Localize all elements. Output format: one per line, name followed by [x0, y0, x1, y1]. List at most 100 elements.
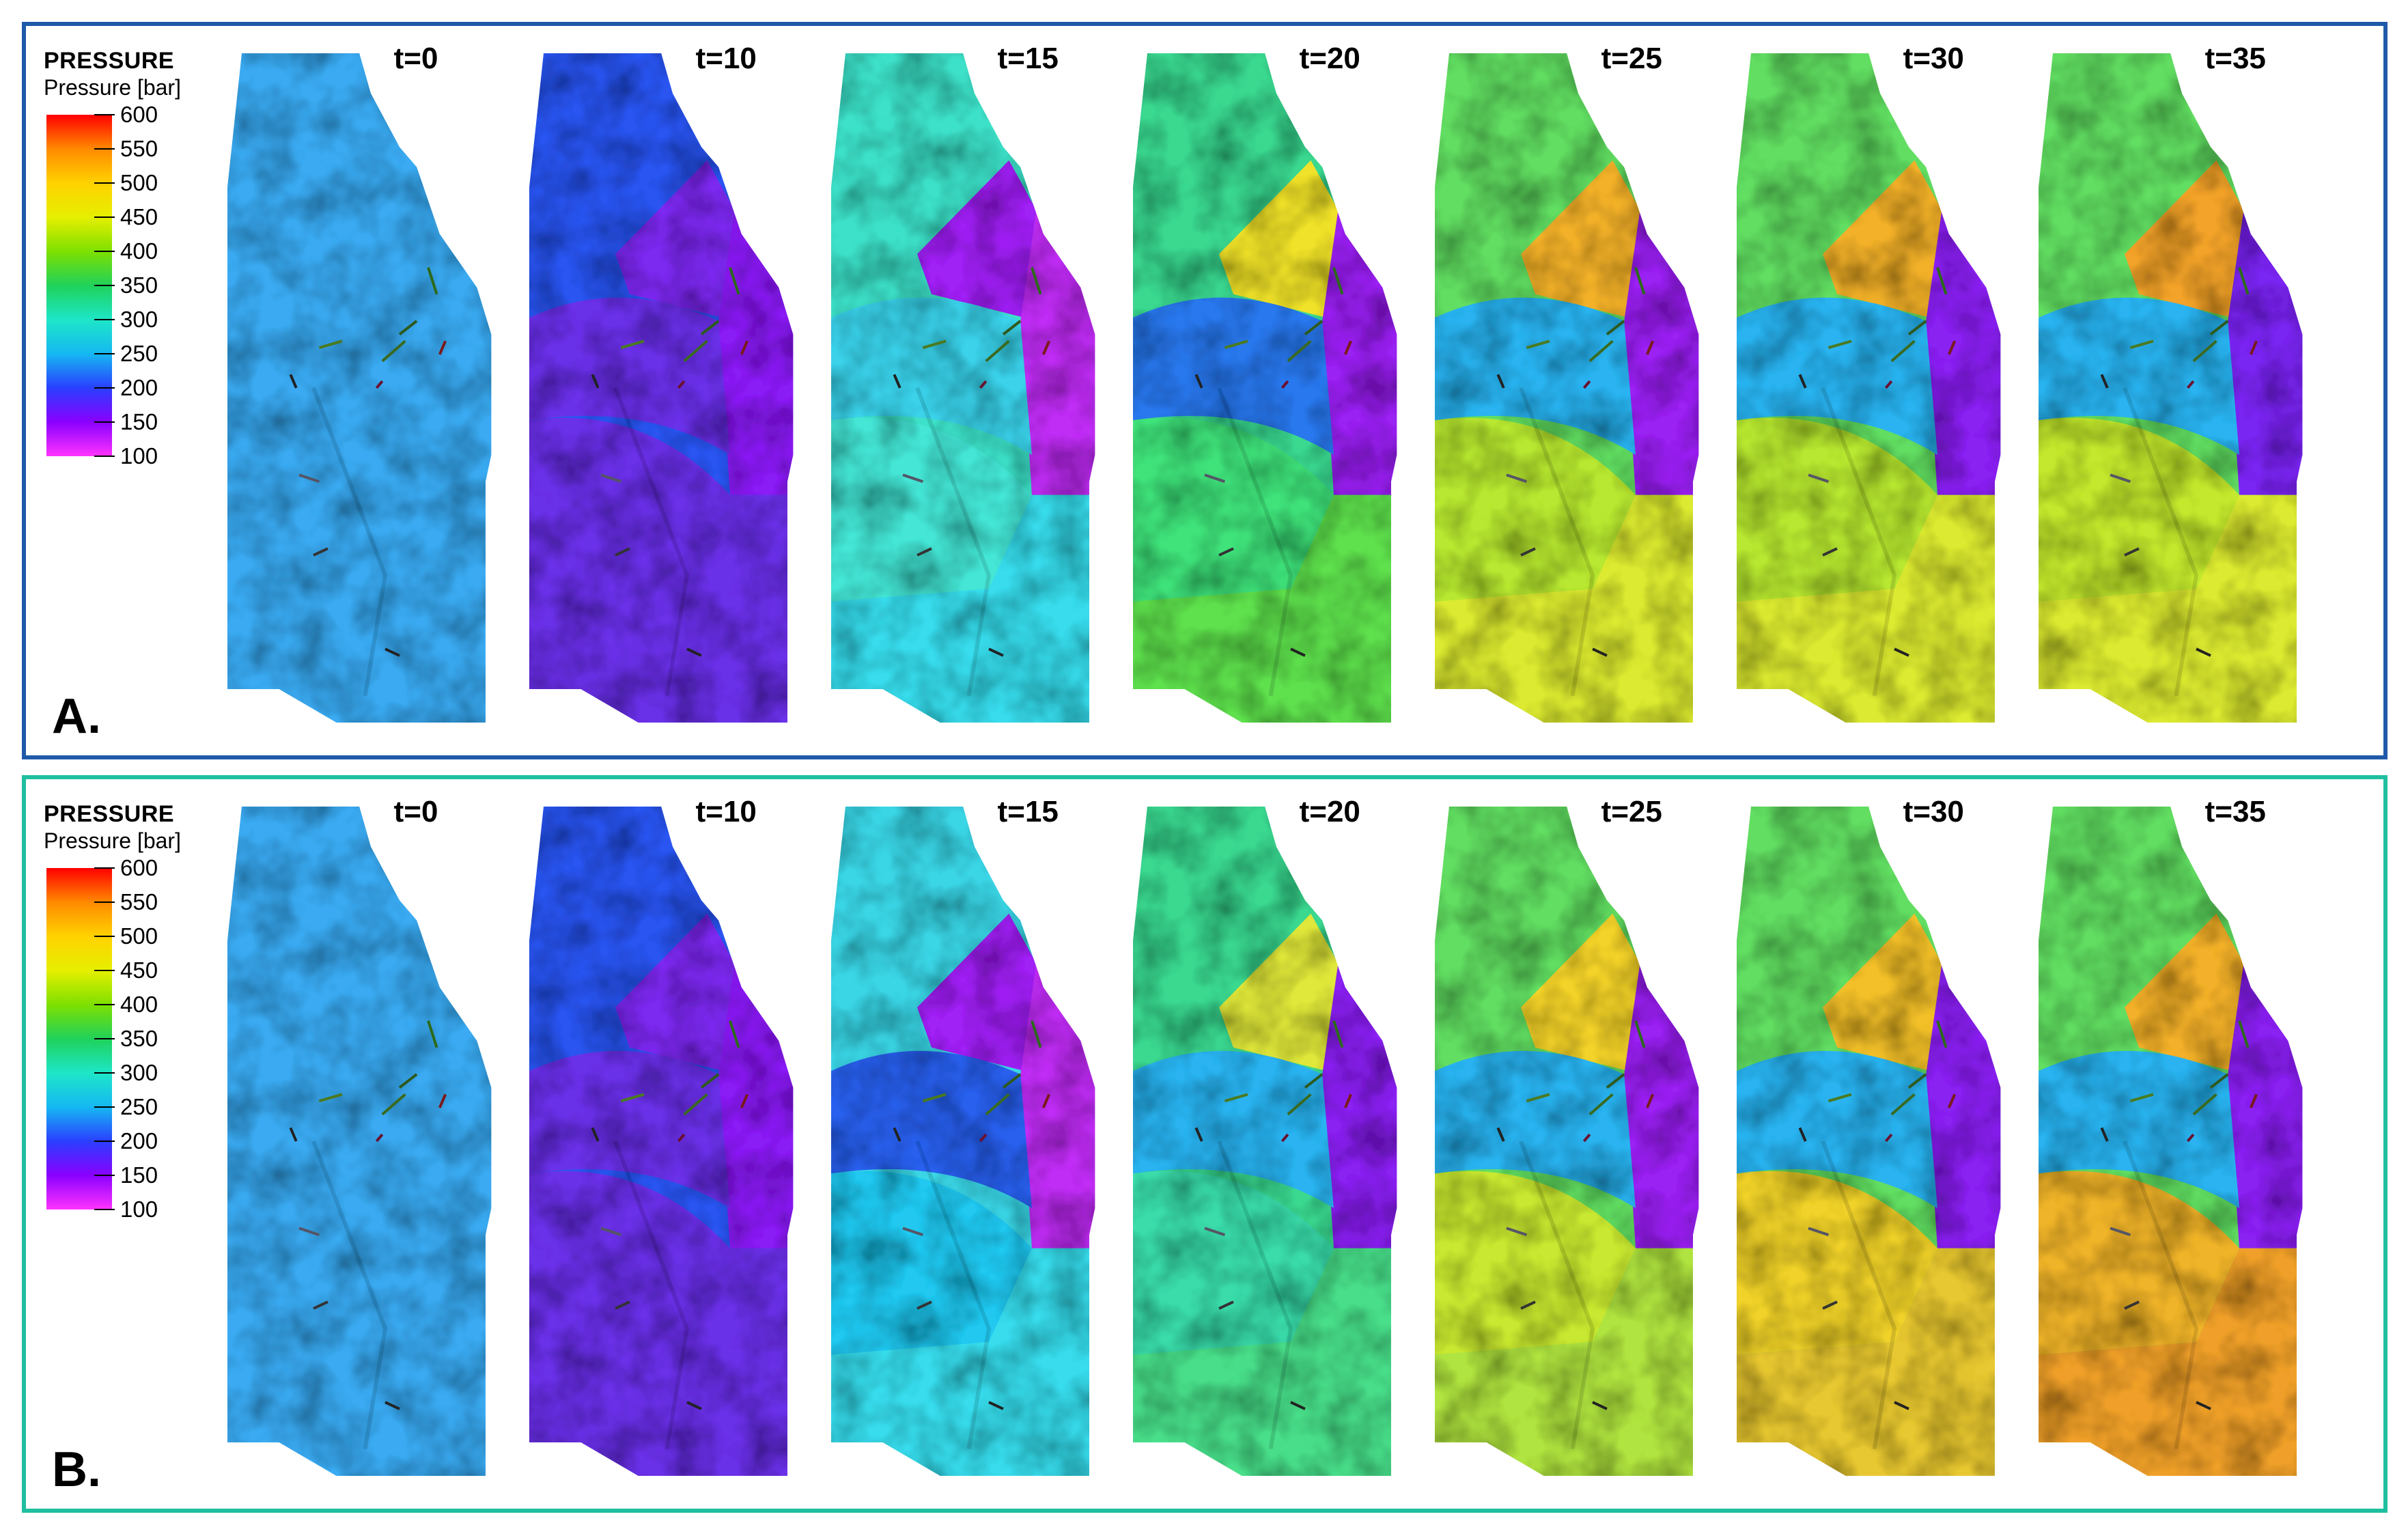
- well-trace: [620, 1093, 645, 1103]
- well-trace: [985, 339, 1010, 363]
- pressure-region-central: [313, 913, 457, 1074]
- time-step-label: t=20: [1300, 42, 1360, 75]
- well-trace: [1890, 1093, 1916, 1116]
- reservoir-map: t=20: [1133, 795, 1397, 1476]
- legend-title: PRESSURE: [44, 48, 175, 74]
- well-trace: [1287, 1093, 1312, 1116]
- well-trace: [1290, 647, 1306, 657]
- well-trace: [2249, 340, 2258, 355]
- time-step-label: t=30: [1903, 795, 1964, 828]
- well-trace: [318, 1093, 343, 1103]
- pressure-region-east: [718, 200, 794, 495]
- pressure-region-west: [1435, 1050, 1636, 1208]
- well-trace: [916, 547, 932, 557]
- well-trace: [922, 339, 947, 350]
- well-trace: [1606, 1073, 1625, 1089]
- well-trace: [1280, 380, 1289, 389]
- well-trace: [438, 340, 447, 355]
- time-step-label: t=35: [2205, 42, 2266, 75]
- well-trace: [591, 374, 600, 389]
- well-trace: [1884, 380, 1893, 389]
- well-trace: [427, 266, 438, 295]
- well-trace: [1506, 1227, 1528, 1237]
- well-trace: [1218, 547, 1234, 557]
- time-step-label: t=15: [998, 795, 1059, 828]
- well-trace: [313, 547, 328, 557]
- fault-line: [2123, 1140, 2199, 1450]
- colorbar-tick-label: 450: [120, 957, 158, 983]
- well-trace: [979, 1133, 988, 1143]
- colorbar-tick-label: 300: [120, 307, 158, 332]
- reservoir-map: t=30: [1737, 795, 2001, 1476]
- well-trace: [1947, 340, 1957, 355]
- reservoir-map: t=25: [1435, 42, 1699, 723]
- fault-line: [915, 387, 992, 697]
- colorbar-tick-label: 600: [120, 102, 158, 127]
- well-trace: [740, 1093, 749, 1108]
- pressure-region-east: [417, 200, 492, 495]
- well-trace: [1588, 339, 1614, 363]
- pressure-region-central: [313, 160, 457, 321]
- pressure-region-southeast: [831, 1248, 1095, 1476]
- well-trace: [1798, 1127, 1807, 1142]
- time-step-label: t=30: [1903, 42, 1964, 75]
- well-trace: [384, 647, 400, 657]
- pressure-region-east: [1322, 200, 1397, 495]
- pressure-region-central: [1219, 913, 1362, 1074]
- well-trace: [2129, 339, 2154, 350]
- well-trace: [1002, 1073, 1022, 1089]
- colorbar-tick-label: 100: [120, 1197, 158, 1222]
- pressure-region-west: [1737, 1050, 1937, 1208]
- well-trace: [1520, 1300, 1536, 1310]
- colorbar-tick-label: 450: [120, 204, 158, 229]
- well-trace: [2209, 1073, 2229, 1089]
- reservoir-map: t=0: [227, 795, 492, 1476]
- pressure-region-east: [2228, 953, 2303, 1248]
- well-trace: [1798, 374, 1807, 389]
- well-trace: [289, 1127, 298, 1142]
- well-trace: [1496, 1127, 1505, 1142]
- well-trace: [893, 1127, 901, 1142]
- pressure-region-central: [2125, 913, 2268, 1074]
- pressure-region-west: [2039, 1050, 2239, 1208]
- well-trace: [1828, 1093, 1852, 1103]
- reservoir-map: t=15: [831, 795, 1095, 1476]
- pressure-region-east: [718, 953, 794, 1248]
- well-trace: [2196, 1401, 2211, 1410]
- well-trace: [1588, 1093, 1614, 1116]
- well-trace: [988, 647, 1004, 657]
- colorbar-tick-label: 100: [120, 443, 158, 469]
- reservoir-map: t=30: [1737, 42, 2001, 723]
- pressure-map-row: t=0 t=10 t=15 t=20 t=25 t=30 t=35: [227, 795, 2303, 1476]
- well-trace: [318, 339, 343, 350]
- pressure-region-central: [917, 160, 1061, 321]
- pressure-region-east: [1322, 953, 1397, 1248]
- well-trace: [2100, 1127, 2109, 1142]
- well-trace: [2110, 1227, 2131, 1237]
- well-trace: [1343, 340, 1353, 355]
- well-trace: [1634, 266, 1646, 295]
- well-trace: [729, 1020, 740, 1048]
- well-trace: [686, 1401, 702, 1410]
- well-trace: [1343, 1093, 1353, 1108]
- pressure-region-east: [1926, 200, 2001, 495]
- colorbar-tick-label: 150: [120, 409, 158, 434]
- well-trace: [1822, 1300, 1838, 1310]
- well-trace: [2249, 1093, 2258, 1108]
- well-trace: [375, 1133, 384, 1143]
- pressure-region-southeast: [1133, 1248, 1397, 1476]
- well-trace: [1194, 374, 1203, 389]
- colorbar-tick-label: 250: [120, 1094, 158, 1119]
- well-trace: [1002, 320, 1022, 336]
- colorbar-tick-label: 500: [120, 170, 158, 195]
- well-trace: [2192, 1093, 2217, 1116]
- well-trace: [1204, 1227, 1226, 1237]
- reservoir-map: t=25: [1435, 795, 1699, 1476]
- well-trace: [615, 1300, 630, 1310]
- well-trace: [1890, 339, 1916, 363]
- pressure-region-west: [227, 1050, 428, 1208]
- time-step-label: t=0: [394, 42, 438, 75]
- well-trace: [1031, 1020, 1042, 1048]
- fault-line: [1821, 387, 1897, 697]
- colorbar-tick-label: 350: [120, 1026, 158, 1051]
